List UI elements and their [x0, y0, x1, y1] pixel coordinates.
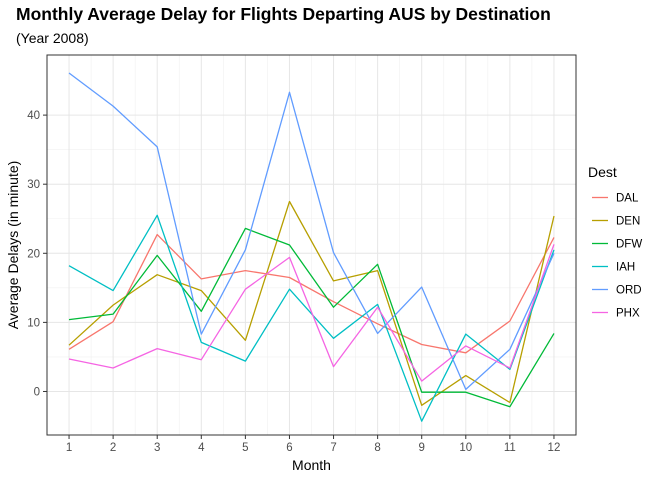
y-axis-title: Average Delays (in minute) — [5, 161, 21, 330]
legend-label-dal: DAL — [616, 193, 639, 205]
series-line-dfw — [68, 227, 555, 408]
x-tick-label: 10 — [459, 442, 472, 454]
legend-title: Dest — [588, 164, 617, 180]
y-tick-label: 20 — [27, 248, 40, 260]
x-tick-label: 2 — [110, 442, 116, 454]
series-line-iah — [68, 214, 555, 422]
x-tick-label: 12 — [548, 442, 561, 454]
y-tick-label: 0 — [34, 386, 40, 398]
legend-label-den: DEN — [616, 216, 640, 228]
y-tick-label: 30 — [27, 179, 40, 191]
series-line-den — [68, 200, 555, 406]
legend-label-dfw: DFW — [616, 239, 642, 251]
chart-title: Monthly Average Delay for Flights Depart… — [16, 4, 551, 24]
legend-label-iah: IAH — [616, 262, 635, 274]
series-line-ord — [68, 72, 555, 391]
x-tick-label: 1 — [66, 442, 72, 454]
plot-border — [46, 54, 577, 436]
x-axis-title: Month — [292, 457, 331, 473]
legend-label-ord: ORD — [616, 285, 642, 297]
series-lines — [68, 72, 555, 422]
series-line-dal — [68, 233, 555, 354]
x-tick-label: 8 — [374, 442, 380, 454]
x-tick-label: 6 — [286, 442, 292, 454]
y-tick-label: 40 — [27, 110, 40, 122]
x-tick-label: 11 — [504, 442, 516, 454]
series-line-phx — [68, 244, 555, 382]
grid-major — [47, 55, 576, 435]
legend-label-phx: PHX — [616, 308, 640, 320]
y-axis: 0 10 20 30 40 — [27, 110, 47, 398]
chart-subtitle: (Year 2008) — [16, 30, 89, 46]
x-axis: 1 2 3 4 5 6 7 8 9 10 11 12 — [66, 435, 561, 454]
x-tick-label: 5 — [242, 442, 248, 454]
legend: DAL DEN DFW IAH ORD PHX — [590, 186, 642, 324]
x-tick-label: 4 — [198, 442, 205, 454]
x-tick-label: 3 — [154, 442, 160, 454]
x-tick-label: 7 — [330, 442, 336, 454]
y-tick-label: 10 — [27, 317, 40, 329]
x-tick-label: 9 — [419, 442, 425, 454]
